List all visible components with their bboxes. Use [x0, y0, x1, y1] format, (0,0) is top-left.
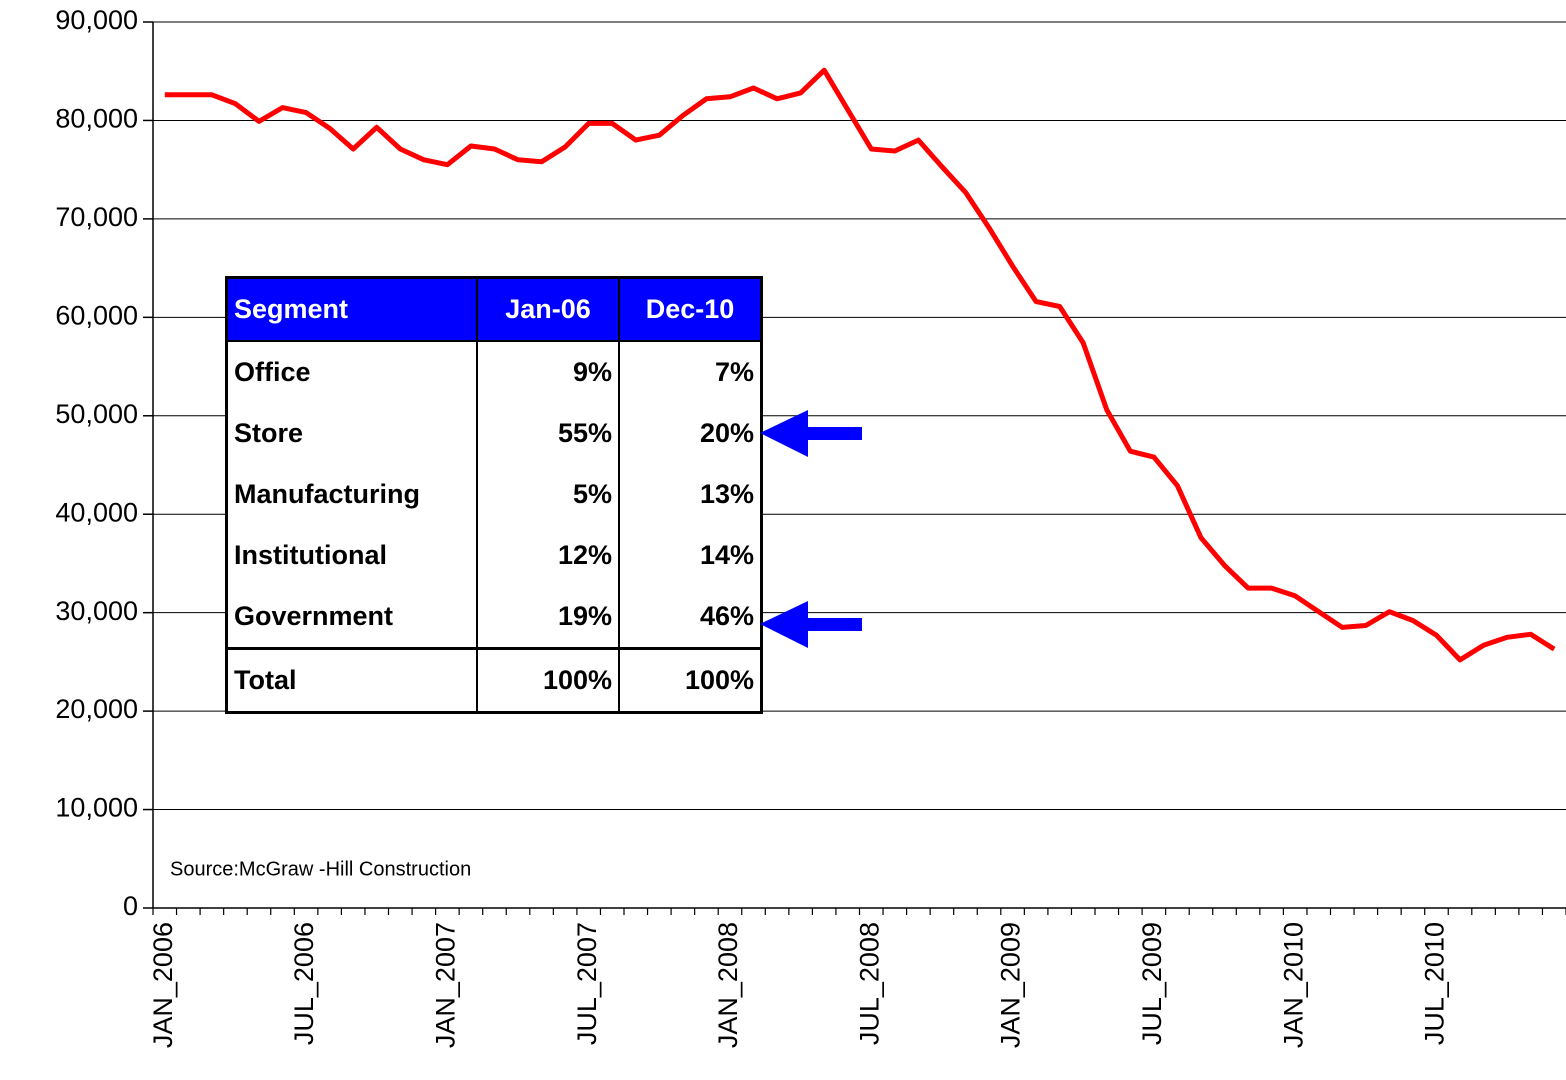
table-row: Office 9% 7%: [225, 341, 763, 403]
x-tick-label: JAN_2006: [148, 922, 178, 1048]
x-tick-label: JUL_2006: [289, 922, 319, 1045]
y-tick-label: 30,000: [55, 596, 138, 626]
table-cell: 12%: [476, 525, 620, 586]
table-cell: Store: [225, 403, 478, 464]
x-tick-label: JAN_2010: [1278, 922, 1308, 1048]
table-cell: Government: [225, 586, 478, 649]
table-cell: 20%: [618, 403, 763, 464]
table-row: Manufacturing 5% 13%: [225, 464, 763, 525]
table-cell: Office: [225, 341, 478, 403]
x-tick-label: JUL_2009: [1137, 922, 1167, 1045]
table-cell: Dec-10: [618, 277, 763, 342]
y-tick-label: 50,000: [55, 399, 138, 429]
y-tick-label: 0: [123, 891, 138, 921]
y-tick-label: 40,000: [55, 497, 138, 527]
x-tick-label: JAN_2009: [996, 922, 1026, 1048]
y-tick-label: 10,000: [55, 793, 138, 823]
x-tick-label: JAN_2007: [431, 922, 461, 1048]
table-cell: 46%: [618, 586, 763, 649]
table-cell: 100%: [618, 647, 763, 713]
table-cell: 5%: [476, 464, 620, 525]
table-row: Government 19% 46%: [225, 586, 763, 649]
source-note: Source:McGraw -Hill Construction: [170, 858, 471, 880]
y-tick-label: 20,000: [55, 694, 138, 724]
table-cell: Total: [225, 647, 478, 713]
y-tick-label: 70,000: [55, 202, 138, 232]
y-tick-label: 90,000: [55, 5, 138, 35]
table-cell: 14%: [618, 525, 763, 586]
table-cell: 9%: [476, 341, 620, 403]
data-line: [164, 67, 1556, 663]
table-cell: Segment: [225, 277, 478, 342]
segment-table: Segment Jan-06 Dec-10 Office 9% 7% Store 55% 20%…: [225, 276, 763, 714]
table-cell: 100%: [476, 647, 620, 713]
table-row: Institutional 12% 14%: [225, 525, 763, 586]
table-row: Segment Jan-06 Dec-10: [225, 277, 763, 342]
table-cell: Institutional: [225, 525, 478, 586]
table-cell: Manufacturing: [225, 464, 478, 525]
table-cell: 55%: [476, 403, 620, 464]
table-row: Store 55% 20%: [225, 403, 763, 464]
x-tick-label: JUL_2007: [572, 922, 602, 1045]
table-cell: Jan-06: [476, 277, 620, 342]
x-tick-label: JAN_2008: [713, 922, 743, 1048]
x-tick-label: JUL_2008: [854, 922, 884, 1045]
y-tick-label: 60,000: [55, 300, 138, 330]
table-cell: 19%: [476, 586, 620, 649]
table-cell: 13%: [618, 464, 763, 525]
y-tick-label: 80,000: [55, 104, 138, 134]
x-tick-label: JUL_2010: [1420, 922, 1450, 1045]
table-cell: 7%: [618, 341, 763, 403]
table-row: Total 100% 100%: [225, 647, 763, 713]
